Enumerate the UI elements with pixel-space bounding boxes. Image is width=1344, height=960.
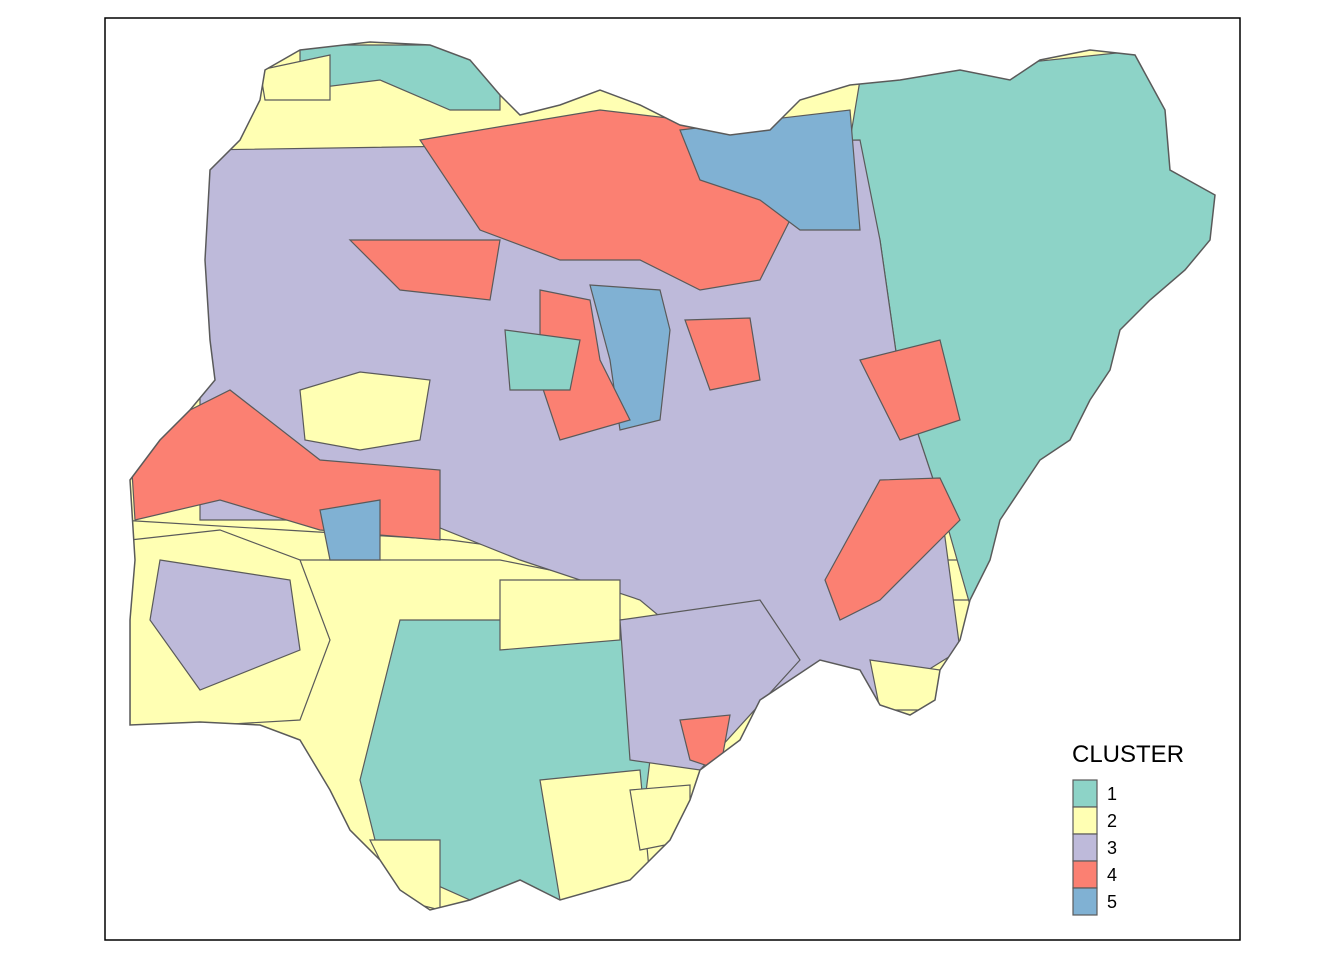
region bbox=[589, 284, 671, 431]
region bbox=[684, 317, 761, 391]
legend-swatch bbox=[1072, 806, 1098, 835]
legend-label: 1 bbox=[1107, 784, 1117, 804]
region bbox=[824, 477, 961, 621]
region bbox=[319, 499, 381, 561]
legend-swatch bbox=[1072, 860, 1098, 889]
map-regions bbox=[130, 42, 1215, 910]
legend: CLUSTER 1 2 3 4 5 bbox=[1072, 741, 1184, 916]
region bbox=[369, 839, 441, 910]
legend-title: CLUSTER bbox=[1072, 741, 1184, 768]
region bbox=[348, 239, 501, 301]
region bbox=[679, 109, 861, 231]
legend-swatch bbox=[1072, 887, 1098, 916]
legend-label: 5 bbox=[1107, 892, 1117, 912]
legend-swatch bbox=[1072, 779, 1098, 808]
legend-label: 4 bbox=[1107, 865, 1117, 885]
region bbox=[859, 339, 961, 441]
map-frame bbox=[104, 17, 1241, 941]
legend-label: 2 bbox=[1107, 811, 1117, 831]
region bbox=[149, 559, 301, 691]
region bbox=[619, 599, 801, 771]
legend-swatch bbox=[1072, 833, 1098, 862]
region bbox=[504, 329, 581, 391]
region bbox=[259, 54, 331, 101]
region bbox=[299, 371, 431, 451]
legend-label: 3 bbox=[1107, 838, 1117, 858]
region bbox=[499, 579, 621, 651]
